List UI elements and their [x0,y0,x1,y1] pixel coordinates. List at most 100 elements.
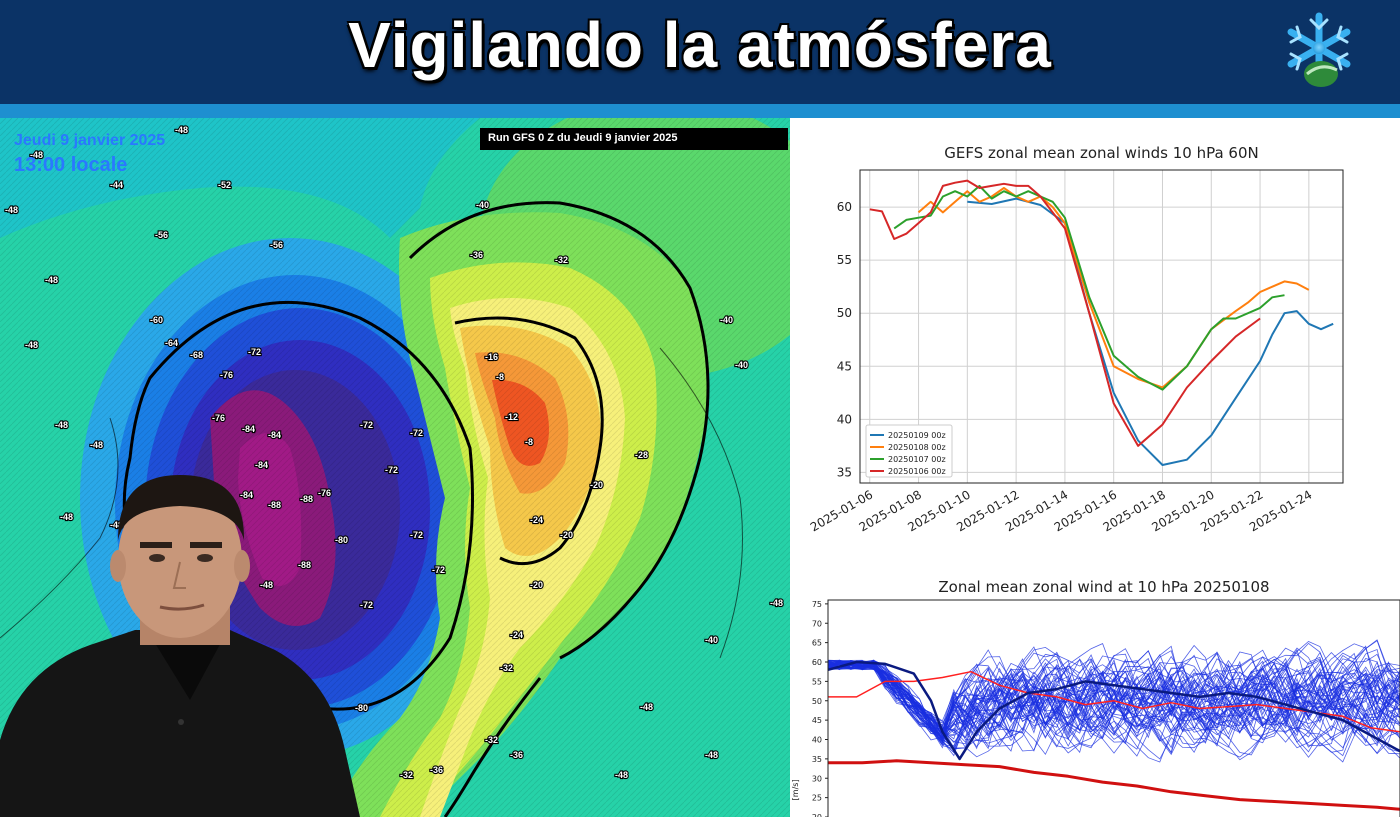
isotherm-label: -20 [560,530,573,540]
isotherm-label: -32 [500,663,513,673]
chart2-ensemble-members [827,639,1400,763]
isotherm-map-graphic: -48-44 -52-48-56-56-48-60-64-68 -72-76-76-… [0,118,790,817]
isotherm-label: -24 [510,630,523,640]
isotherm-label: -60 [150,315,163,325]
isotherm-label: -20 [590,480,603,490]
isotherm-label: -44 [110,180,123,190]
legend-entry: 20250106 00z [888,467,946,476]
y-tick-label: 20 [812,813,822,817]
isotherm-label: -40 [705,635,718,645]
isotherm-label: -40 [735,360,748,370]
legend-entry: 20250108 00z [888,443,946,452]
isotherm-label: -48 [260,580,273,590]
map-date-label: Jeudi 9 janvier 2025 [14,132,166,149]
presenter-portrait [0,475,360,817]
isotherm-label: -84 [242,424,255,434]
isotherm-label: -88 [300,494,313,504]
series-line [869,179,1261,447]
isotherm-label: -32 [555,255,568,265]
isotherm-label: -64 [165,338,178,348]
isotherm-label: -72 [360,420,373,430]
y-tick-label: 70 [812,619,822,628]
isotherm-label: -88 [268,500,281,510]
y-tick-label: 35 [837,465,852,479]
y-tick-label: 45 [812,716,822,725]
y-tick-label: 40 [837,412,852,426]
snowflake-logo-icon [1287,12,1351,87]
y-tick-label: 35 [812,755,822,764]
isotherm-label: -88 [298,560,311,570]
ensemble-member-line [827,639,1400,752]
ensemble-member-line [827,655,1400,758]
y-tick-label: 60 [837,200,852,214]
isotherm-label: -48 [615,770,628,780]
chart1-frame [859,169,1344,484]
isotherm-label: -56 [155,230,168,240]
ensemble-member-line [827,659,1400,756]
isotherm-label: -48 [770,598,783,608]
isotherm-label: -48 [5,205,18,215]
isotherm-label: -36 [470,250,483,260]
model-run-label: Run GFS 0 Z du Jeudi 9 janvier 2025 [480,128,788,150]
isotherm-label: -72 [385,465,398,475]
isotherm-label: -48 [705,750,718,760]
legend-entry: 20250107 00z [888,455,946,464]
y-tick-label: 60 [812,658,822,667]
isotherm-label: -72 [432,565,445,575]
header-banner: Vigilando la atmósfera [0,0,1400,104]
chart2-y-axis-label: [m/s] [791,779,800,800]
isotherm-label: -48 [60,512,73,522]
y-tick-label: 55 [812,677,822,686]
isotherm-label: -72 [248,347,261,357]
isotherm-label: -76 [220,370,233,380]
ensemble-member-line [827,659,1400,745]
isotherm-label: -72 [360,600,373,610]
isotherm-label: -36 [430,765,443,775]
ensemble-member-line [827,658,1400,750]
isotherm-label: -84 [268,430,281,440]
isotherm-label: -8 [525,437,533,447]
isotherm-label: -48 [175,125,188,135]
ensemble-member-line [827,660,1400,746]
isotherm-label: -28 [635,450,648,460]
y-tick-label: 50 [837,306,852,320]
isotherm-label: -48 [25,340,38,350]
series-line [967,197,1334,466]
ensemble-zonal-wind-chart: Zonal mean zonal wind at 10 hPa 20250108… [791,578,1400,817]
isotherm-label: -16 [485,352,498,362]
legend-entry: 20250109 00z [888,431,946,440]
isotherm-label: -84 [255,460,268,470]
isotherm-label: -76 [212,413,225,423]
isotherm-label: -68 [190,350,203,360]
banner-stripe [0,104,1400,118]
series-line [827,660,1400,761]
isotherm-label: -80 [335,535,348,545]
chart2-title: Zonal mean zonal wind at 10 hPa 20250108 [938,578,1269,596]
charts-panel: GEFS zonal mean zonal winds 10 hPa 60N 3… [790,118,1400,817]
isotherm-label: -72 [410,530,423,540]
isotherm-label: -40 [720,315,733,325]
isotherm-label: -48 [55,420,68,430]
isotherm-label: -20 [530,580,543,590]
isotherm-label: -24 [530,515,543,525]
ensemble-member-line [827,660,1400,742]
isotherm-labels: -48-44 -52-48-56-56-48-60-64-68 -72-76-76-… [4,124,784,781]
legend-box [865,424,953,478]
chart2-series [827,660,1400,811]
chart2-y-ticks: 20 25 30 35 40 45 50 55 60 65 70 75 [812,600,828,817]
series-line [893,184,1285,391]
chart1-grid [860,170,1343,483]
isotherm-label: -40 [476,200,489,210]
chart1-title: GEFS zonal mean zonal winds 10 hPa 60N [944,144,1258,162]
ensemble-member-line [827,662,1400,753]
y-tick-label: 30 [812,774,822,783]
isotherm-label: -12 [505,412,518,422]
isotherm-label: -48 [640,702,653,712]
isotherm-label: -36 [510,750,523,760]
isotherm-label: -52 [218,180,231,190]
y-tick-label: 65 [812,639,822,648]
isotherm-label: -8 [496,372,504,382]
isotherm-label: -76 [318,488,331,498]
y-tick-label: 40 [812,736,822,745]
ensemble-member-line [827,660,1400,752]
